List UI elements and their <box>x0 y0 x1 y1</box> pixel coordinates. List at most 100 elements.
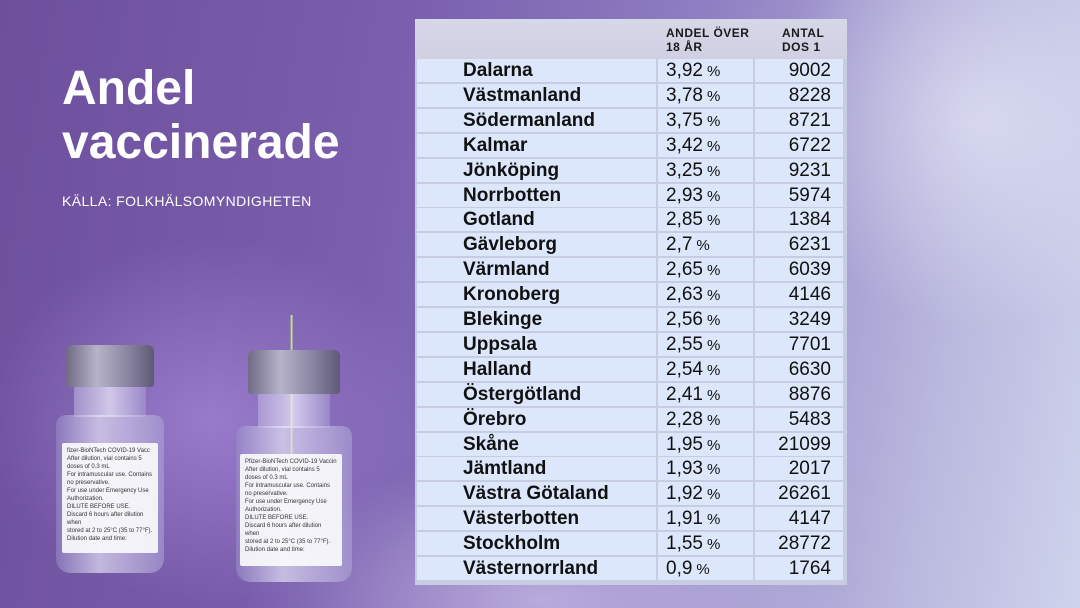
share-value: 2,54 <box>666 358 703 380</box>
dose-count: 6039 <box>755 258 843 282</box>
dose-count: 6722 <box>755 133 843 157</box>
table-row: Södermanland 3,75% 8721 <box>415 108 847 133</box>
share-cell: 2,93% <box>658 183 753 207</box>
share-cell: 2,65% <box>658 258 753 282</box>
region-name: Västra Götaland <box>417 482 656 506</box>
dose-count: 8228 <box>755 83 843 107</box>
percent-unit: % <box>706 87 721 105</box>
share-value: 0,9 <box>666 558 693 579</box>
share-value: 3,92 <box>666 60 703 81</box>
share-cell: 1,55% <box>658 532 753 556</box>
table-row: Västerbotten 1,91% 4147 <box>415 507 847 531</box>
region-name: Södermanland <box>417 108 656 132</box>
percent-unit: % <box>696 561 710 578</box>
percent-unit: % <box>706 187 721 205</box>
region-name: Östergötland <box>417 382 656 406</box>
share-cell: 2,7% <box>658 233 753 257</box>
region-name: Skåne <box>417 432 656 456</box>
share-cell: 2,54% <box>658 357 753 381</box>
percent-unit: % <box>706 112 721 130</box>
dose-count: 7701 <box>755 332 843 356</box>
share-cell: 1,95% <box>658 432 753 456</box>
share-cell: 2,28% <box>658 407 753 431</box>
dose-count: 21099 <box>755 432 843 456</box>
share-value: 2,41 <box>666 383 703 405</box>
table-row: Kalmar 3,42% 6722 <box>415 133 847 158</box>
region-name: Blekinge <box>417 308 656 331</box>
percent-unit: % <box>706 287 721 305</box>
share-cell: 1,93% <box>658 457 753 481</box>
percent-unit: % <box>706 411 721 429</box>
share-value: 3,25 <box>666 159 703 181</box>
dose-count: 4146 <box>755 283 843 307</box>
region-name: Jönköping <box>417 158 656 182</box>
dose-count: 6630 <box>755 357 843 381</box>
region-name: Stockholm <box>417 532 656 556</box>
table-row: Östergötland 2,41% 8876 <box>415 382 847 407</box>
page-title-line1: Andel <box>62 62 196 115</box>
percent-unit: % <box>706 386 721 404</box>
share-value: 3,42 <box>666 134 703 156</box>
share-value: 2,7 <box>666 234 693 256</box>
share-value: 2,85 <box>666 209 703 231</box>
table-header: ANDEL ÖVER 18 ÅR ANTAL DOS 1 <box>415 19 847 59</box>
table-row: Gävleborg 2,7% 6231 <box>415 233 847 257</box>
percent-unit: % <box>696 237 710 255</box>
region-name: Örebro <box>417 407 656 431</box>
share-cell: 3,78% <box>658 83 753 107</box>
table-row: Gotland 2,85% 1384 <box>415 208 847 232</box>
table-row: Dalarna 3,92% 9002 <box>415 59 847 83</box>
share-cell: 1,92% <box>658 482 753 506</box>
share-value: 2,28 <box>666 408 703 430</box>
share-cell: 2,41% <box>658 382 753 406</box>
table-row: Jönköping 3,25% 9231 <box>415 158 847 183</box>
dose-count: 5483 <box>755 407 843 431</box>
vial-label-right: Pfizer-BioNTech COVID-19 Vaccin After di… <box>240 454 342 566</box>
share-cell: 0,9% <box>658 557 753 580</box>
share-value: 2,63 <box>666 284 703 306</box>
region-name: Gävleborg <box>417 233 656 257</box>
table-row: Örebro 2,28% 5483 <box>415 407 847 432</box>
percent-unit: % <box>706 461 721 479</box>
dose-count: 5974 <box>755 183 843 207</box>
percent-unit: % <box>706 336 721 354</box>
header-doses: ANTAL DOS 1 <box>782 26 825 54</box>
source-caption: KÄLLA: FOLKHÄLSOMYNDIGHETEN <box>62 193 312 209</box>
share-cell: 2,55% <box>658 332 753 356</box>
region-name: Uppsala <box>417 332 656 356</box>
share-cell: 2,56% <box>658 308 753 331</box>
share-value: 3,75 <box>666 109 703 131</box>
region-name: Dalarna <box>417 59 656 82</box>
share-value: 1,91 <box>666 508 703 530</box>
share-value: 1,55 <box>666 533 703 555</box>
share-value: 2,56 <box>666 309 703 330</box>
region-name: Kronoberg <box>417 283 656 307</box>
header-share: ANDEL ÖVER 18 ÅR <box>666 26 750 54</box>
table-row: Jämtland 1,93% 2017 <box>415 457 847 481</box>
dose-count: 1764 <box>755 557 843 580</box>
dose-count: 26261 <box>755 482 843 506</box>
share-cell: 3,42% <box>658 133 753 157</box>
share-cell: 3,92% <box>658 59 753 82</box>
percent-unit: % <box>706 162 721 180</box>
region-name: Halland <box>417 357 656 381</box>
table-row: Blekinge 2,56% 3249 <box>415 308 847 332</box>
share-value: 2,93 <box>666 184 703 206</box>
share-value: 1,93 <box>666 458 703 480</box>
table-row: Norrbotten 2,93% 5974 <box>415 183 847 208</box>
percent-unit: % <box>706 312 721 329</box>
dose-count: 8876 <box>755 382 843 406</box>
percent-unit: % <box>706 486 721 504</box>
share-value: 3,78 <box>666 84 703 106</box>
region-name: Kalmar <box>417 133 656 157</box>
region-name: Västernorrland <box>417 557 656 580</box>
percent-unit: % <box>706 536 721 554</box>
dose-count: 3249 <box>755 308 843 331</box>
table-row: Västmanland 3,78% 8228 <box>415 83 847 108</box>
dose-count: 9231 <box>755 158 843 182</box>
region-name: Västmanland <box>417 83 656 107</box>
region-name: Jämtland <box>417 457 656 481</box>
percent-unit: % <box>706 436 721 454</box>
vaccine-vial-left: fizer-BioNTech COVID-19 Vacc After dilut… <box>52 345 167 575</box>
percent-unit: % <box>706 361 721 379</box>
